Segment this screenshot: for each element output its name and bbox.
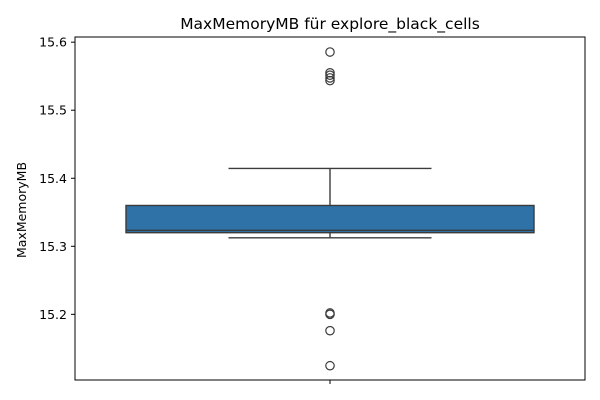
outlier-point <box>325 73 335 83</box>
outlier-point <box>325 325 335 336</box>
outlier-point <box>325 47 335 57</box>
y-axis-label: MaxMemoryMB <box>14 162 29 258</box>
box-iqr <box>125 204 535 234</box>
outlier-point <box>325 360 335 371</box>
outlier-point <box>325 75 335 86</box>
chart-title: MaxMemoryMB für explore_black_cells <box>180 15 480 34</box>
outlier-point <box>325 70 335 80</box>
y-tick-label: 15.3 <box>39 239 67 254</box>
y-tick-label: 15.2 <box>39 307 67 322</box>
plot-area: 15.2 15.3 15.4 15.5 15.6 <box>39 35 586 384</box>
y-tick-label: 15.6 <box>39 35 67 50</box>
y-tick-label: 15.5 <box>39 103 67 118</box>
y-tick-label: 15.4 <box>39 171 67 186</box>
outlier-point <box>325 309 335 320</box>
